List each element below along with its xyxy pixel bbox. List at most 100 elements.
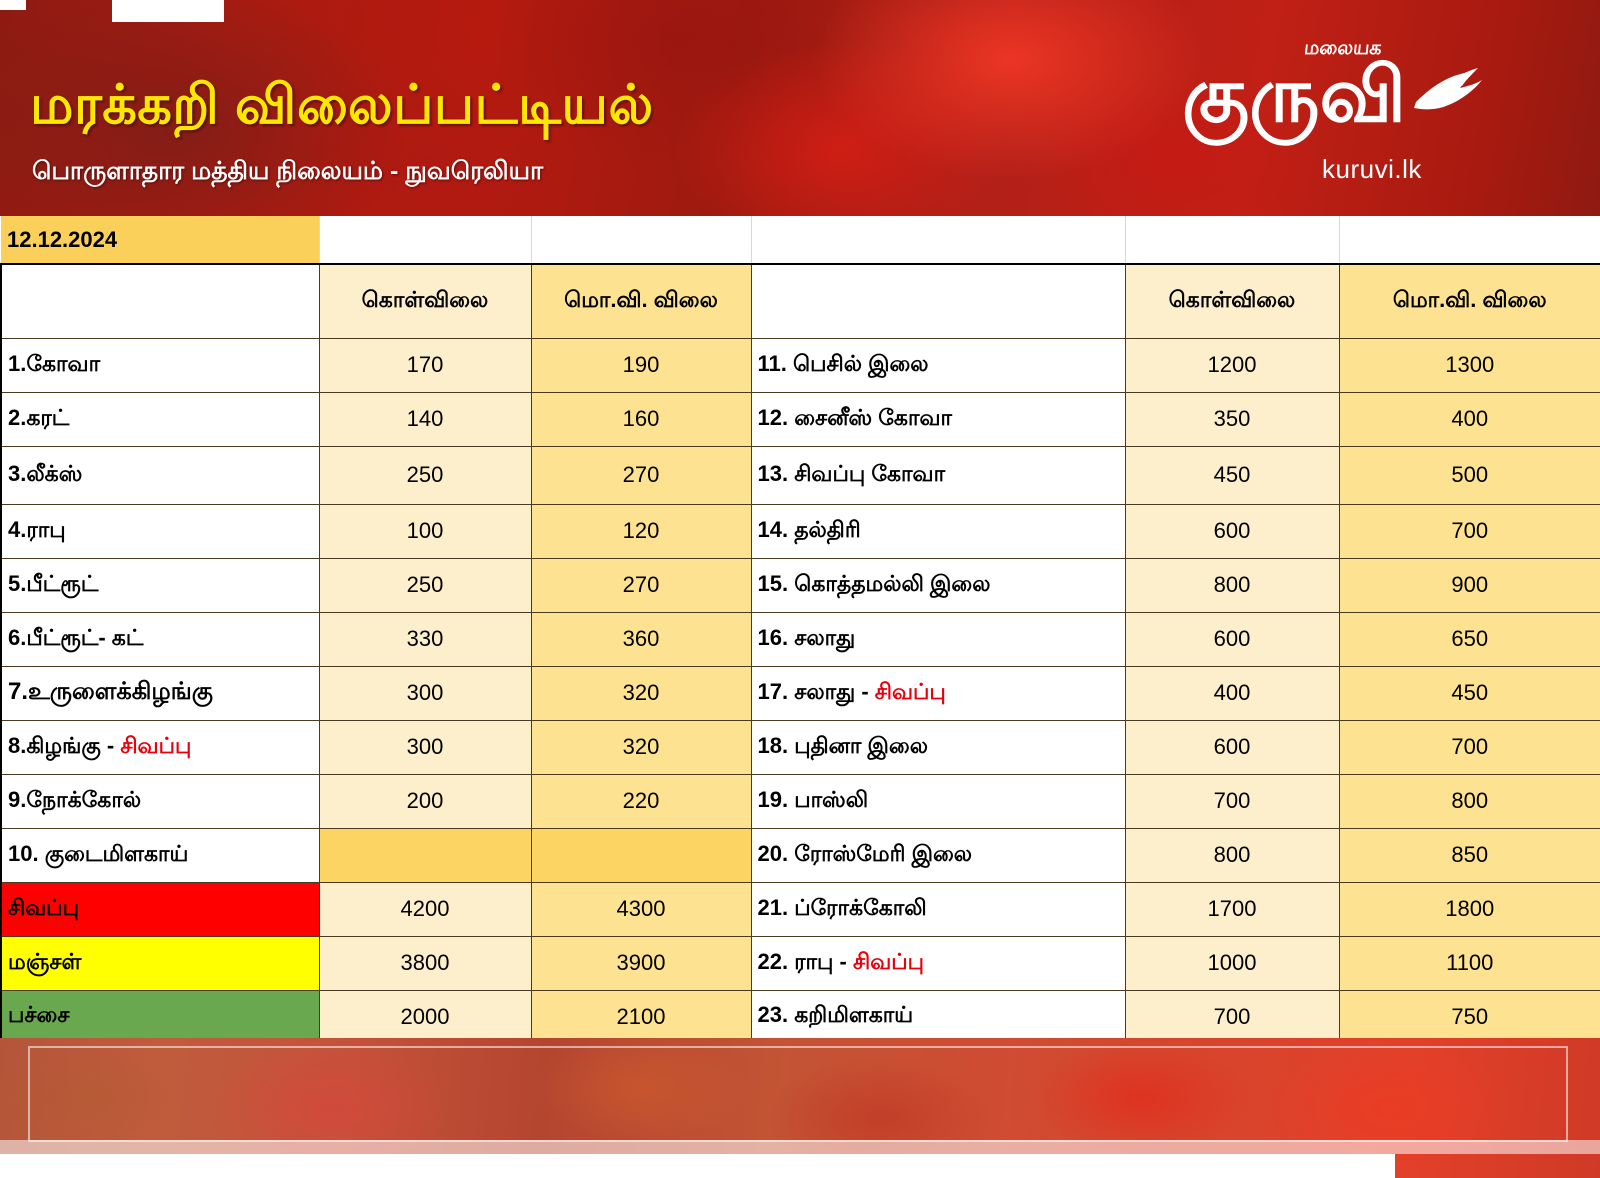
item-retail: 1300 — [1338, 337, 1600, 393]
item-name: 11. பெசில் இலை — [757, 350, 929, 376]
item-wholesale: 1200 — [1124, 337, 1340, 393]
item-name: 2.கரட் — [8, 404, 70, 430]
table-row: 1.கோவா 170 190 11. பெசில் இலை 1200 1300 — [0, 337, 1600, 393]
item-retail: 750 — [1338, 989, 1600, 1045]
item-retail: 800 — [1338, 773, 1600, 829]
item-name: 14. தல்திரி — [757, 516, 861, 542]
header-blank-left — [0, 263, 320, 339]
item-wholesale: 800 — [1124, 827, 1340, 883]
item-wholesale: 700 — [1124, 773, 1340, 829]
item-retail: 1800 — [1338, 881, 1600, 937]
item-name: 18. புதினா இலை — [757, 732, 929, 758]
header-banner: மரக்கறி விலைப்பட்டியல் பொருளாதார மத்திய … — [0, 0, 1600, 216]
item-retail: 850 — [1338, 827, 1600, 883]
table-row: 5.பீட்ரூட் 250 270 15. கொத்தமல்லி இலை 80… — [0, 557, 1600, 613]
item-wholesale: 250 — [318, 557, 532, 613]
item-name: 17. சலாது - — [757, 678, 875, 704]
item-wholesale: 400 — [1124, 665, 1340, 721]
item-wholesale: 700 — [1124, 989, 1340, 1045]
item-wholesale: 600 — [1124, 503, 1340, 559]
item-retail: 450 — [1338, 665, 1600, 721]
table-row: மஞ்சள் 3800 3900 22. ராபு - சிவப்பு 1000… — [0, 935, 1600, 991]
color-swatch-green: பச்சை — [0, 989, 320, 1045]
price-table-container: 12.12.2024 கொள்விலை மொ.வி. விலை கொள்விலை… — [0, 216, 1600, 1045]
item-name: 3.லீக்ஸ் — [8, 460, 83, 486]
banner-notch-small — [0, 0, 26, 10]
item-retail: 700 — [1338, 719, 1600, 775]
item-name: 15. கொத்தமல்லி இலை — [757, 570, 991, 596]
item-retail: 320 — [530, 665, 752, 721]
table-row: 2.கரட் 140 160 12. சைனீஸ் கோவா 350 400 — [0, 391, 1600, 447]
table-row: 8.கிழங்கு - சிவப்பு 300 320 18. புதினா இ… — [0, 719, 1600, 775]
item-name: 10. குடைமிளகாய் — [8, 840, 189, 866]
item-wholesale: 350 — [1124, 391, 1340, 447]
item-wholesale: 200 — [318, 773, 532, 829]
item-wholesale: 330 — [318, 611, 532, 667]
table-row: 7.உருளைக்கிழங்கு 300 320 17. சலாது - சிவ… — [0, 665, 1600, 721]
item-wholesale: 600 — [1124, 611, 1340, 667]
item-retail: 650 — [1338, 611, 1600, 667]
item-retail: 220 — [530, 773, 752, 829]
item-wholesale: 250 — [318, 445, 532, 505]
header-blank-right — [750, 263, 1126, 339]
item-name: 1.கோவா — [8, 350, 101, 376]
date-blank-4 — [1125, 216, 1340, 264]
item-wholesale: 2000 — [318, 989, 532, 1045]
item-name-highlight: சிவப்பு — [120, 732, 192, 758]
item-wholesale: 3800 — [318, 935, 532, 991]
item-name: 8.கிழங்கு - — [8, 732, 121, 758]
item-name: 9.நோக்கோல் — [8, 786, 142, 812]
table-header-row: கொள்விலை மொ.வி. விலை கொள்விலை மொ.வி. வில… — [0, 263, 1600, 339]
bird-icon — [1414, 68, 1482, 110]
item-retail: 270 — [530, 557, 752, 613]
item-retail: 120 — [530, 503, 752, 559]
item-name: 21. ப்ரோக்கோலி — [757, 894, 927, 920]
page-subtitle: பொருளாதார மத்திய நிலையம் - நுவரெலியா — [32, 157, 544, 185]
item-retail: 1100 — [1338, 935, 1600, 991]
footer-white-block — [0, 1154, 1395, 1178]
item-name-highlight: சிவப்பு — [852, 948, 925, 974]
item-retail: 400 — [1338, 391, 1600, 447]
kuruvi-logo: மலையக குருவி kuruvi.lk — [1182, 36, 1482, 188]
item-retail: 190 — [530, 337, 752, 393]
date-blank-2 — [531, 216, 752, 264]
item-name: 19. பாஸ்லி — [757, 786, 869, 812]
table-row: 4.ராபு 100 120 14. தல்திரி 600 700 — [0, 503, 1600, 559]
table-row: 9.நோக்கோல் 200 220 19. பாஸ்லி 700 800 — [0, 773, 1600, 829]
item-retail: 2100 — [530, 989, 752, 1045]
footer-stripe — [0, 1140, 1600, 1154]
date-blank-1 — [319, 216, 532, 264]
item-retail: 270 — [530, 445, 752, 505]
logo-url: kuruvi.lk — [1322, 154, 1422, 184]
item-name: 22. ராபு - — [757, 948, 853, 974]
color-swatch-red: சிவப்பு — [0, 881, 320, 937]
item-retail — [530, 827, 752, 883]
header-retail-right: மொ.வி. விலை — [1338, 263, 1600, 339]
item-name: 13. சிவப்பு கோவா — [757, 460, 946, 486]
item-retail: 320 — [530, 719, 752, 775]
item-name: 16. சலாது — [757, 624, 856, 650]
item-name: 6.பீட்ரூட்- கட் — [8, 624, 144, 650]
item-wholesale: 140 — [318, 391, 532, 447]
color-swatch-yellow: மஞ்சள் — [0, 935, 320, 991]
item-name: 4.ராபு — [8, 516, 66, 542]
item-wholesale: 600 — [1124, 719, 1340, 775]
table-row: 10. குடைமிளகாய் 20. ரோஸ்மேரி இலை 800 850 — [0, 827, 1600, 883]
item-retail: 500 — [1338, 445, 1600, 505]
item-wholesale: 300 — [318, 665, 532, 721]
item-wholesale: 4200 — [318, 881, 532, 937]
item-name: 23. கறிமிளகாய் — [757, 1002, 914, 1028]
item-retail: 360 — [530, 611, 752, 667]
item-name: 7.உருளைக்கிழங்கு — [8, 678, 213, 705]
date-row: 12.12.2024 — [1, 216, 1600, 264]
item-wholesale: 1700 — [1124, 881, 1340, 937]
item-wholesale — [318, 827, 532, 883]
date-blank-3 — [751, 216, 1126, 264]
item-retail: 900 — [1338, 557, 1600, 613]
footer-banner — [0, 1038, 1600, 1178]
footer-frame — [28, 1046, 1568, 1142]
header-retail-left: மொ.வி. விலை — [530, 263, 752, 339]
item-retail: 160 — [530, 391, 752, 447]
banner-notch — [112, 0, 224, 22]
